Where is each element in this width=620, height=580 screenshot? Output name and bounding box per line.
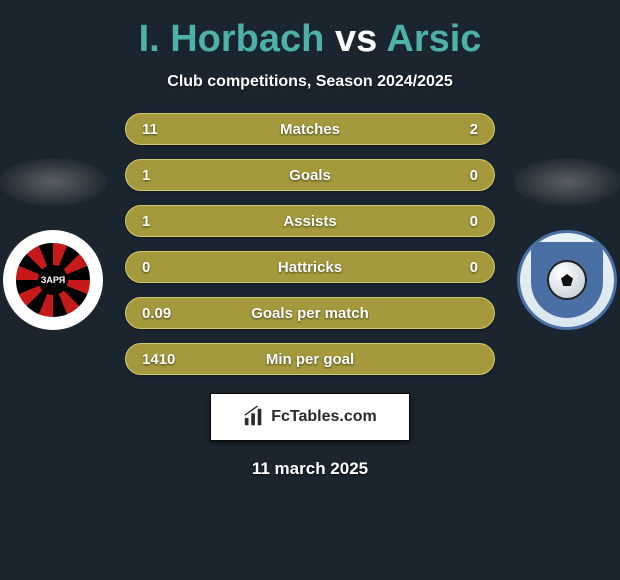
stat-bar: 0.09 Goals per match xyxy=(125,297,495,329)
stat-bar: 11 Matches 2 xyxy=(125,113,495,145)
bar-chart-icon xyxy=(243,406,265,428)
date-label: 11 march 2025 xyxy=(0,459,620,479)
player1-club-crest: ЗАРЯ xyxy=(3,230,103,330)
stat-label: Goals xyxy=(289,167,331,184)
stat-right-value: 0 xyxy=(438,213,478,230)
stats-column: 11 Matches 2 1 Goals 0 1 Assists 0 0 Hattricks 0 0.0… xyxy=(125,113,495,375)
stat-left-value: 1 xyxy=(142,213,182,230)
player2-silhouette xyxy=(513,158,620,206)
player1-silhouette xyxy=(0,158,107,206)
right-side-column xyxy=(513,158,620,330)
stat-left-value: 0 xyxy=(142,259,182,276)
stat-label: Assists xyxy=(283,213,336,230)
fctables-label: FcTables.com xyxy=(271,408,377,426)
player2-name: Arsic xyxy=(386,18,481,60)
comparison-card: I. Horbach vs Arsic Club competitions, S… xyxy=(0,0,620,479)
main-row: ЗАРЯ 11 Matches 2 1 Goals 0 1 Assists 0 0 Hattrick… xyxy=(0,113,620,375)
stat-bar: 1410 Min per goal xyxy=(125,343,495,375)
stat-label: Goals per match xyxy=(251,305,369,322)
player2-club-crest xyxy=(517,230,617,330)
stat-label: Min per goal xyxy=(266,351,354,368)
page-title: I. Horbach vs Arsic xyxy=(0,18,620,61)
left-side-column: ЗАРЯ xyxy=(0,158,107,330)
player1-name: I. Horbach xyxy=(139,18,325,60)
stat-bar: 1 Assists 0 xyxy=(125,205,495,237)
chornomorets-shield-icon xyxy=(531,242,603,318)
stat-right-value: 0 xyxy=(438,259,478,276)
stat-bar: 1 Goals 0 xyxy=(125,159,495,191)
stat-label: Matches xyxy=(280,121,340,138)
stat-left-value: 0.09 xyxy=(142,305,182,322)
stat-bar: 0 Hattricks 0 xyxy=(125,251,495,283)
fctables-badge[interactable]: FcTables.com xyxy=(210,393,410,441)
zorya-ring-icon: ЗАРЯ xyxy=(10,237,96,323)
stat-right-value: 2 xyxy=(438,121,478,138)
subtitle: Club competitions, Season 2024/2025 xyxy=(0,73,620,91)
stat-label: Hattricks xyxy=(278,259,342,276)
vs-text: vs xyxy=(335,18,377,60)
stat-left-value: 1410 xyxy=(142,351,182,368)
football-icon xyxy=(547,260,587,300)
stat-right-value: 0 xyxy=(438,167,478,184)
stat-left-value: 1 xyxy=(142,167,182,184)
stat-left-value: 11 xyxy=(142,121,182,138)
zorya-center-label: ЗАРЯ xyxy=(38,265,68,295)
